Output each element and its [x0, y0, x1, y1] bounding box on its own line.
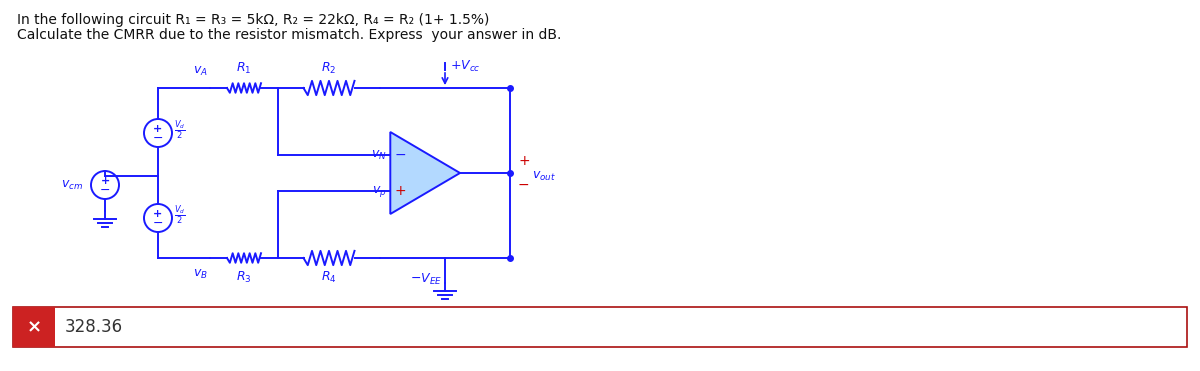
Text: $v_p$: $v_p$: [372, 184, 386, 198]
Text: +: +: [154, 124, 163, 134]
Text: $R_2$: $R_2$: [322, 61, 337, 76]
Text: Calculate the CMRR due to the resistor mismatch. Express  your answer in dB.: Calculate the CMRR due to the resistor m…: [17, 28, 562, 42]
Text: $v_B$: $v_B$: [193, 268, 208, 281]
Text: $v_{cm}$: $v_{cm}$: [61, 178, 83, 191]
FancyBboxPatch shape: [13, 307, 55, 347]
Text: $-V_{EE}$: $-V_{EE}$: [410, 272, 442, 287]
Text: −: −: [152, 131, 163, 144]
Text: −: −: [100, 184, 110, 197]
Text: ×: ×: [26, 318, 42, 336]
FancyBboxPatch shape: [13, 307, 1187, 347]
Text: +: +: [154, 209, 163, 219]
Text: $v_N$: $v_N$: [371, 148, 386, 161]
Polygon shape: [390, 132, 460, 214]
Text: $v_A$: $v_A$: [193, 65, 208, 78]
Text: −: −: [518, 178, 529, 192]
Text: $R_1$: $R_1$: [236, 61, 252, 76]
Text: $R_4$: $R_4$: [322, 270, 337, 285]
Text: In the following circuit R₁ = R₃ = 5kΩ, R₂ = 22kΩ, R₄ = R₂ (1+ 1.5%): In the following circuit R₁ = R₃ = 5kΩ, …: [17, 13, 490, 27]
Text: −: −: [395, 148, 406, 162]
Text: 328.36: 328.36: [65, 318, 124, 336]
Text: +: +: [518, 154, 529, 168]
Text: +: +: [101, 176, 109, 186]
Text: −: −: [152, 217, 163, 230]
Text: $\frac{V_d}{2}$: $\frac{V_d}{2}$: [174, 118, 186, 142]
Text: $\frac{V_d}{2}$: $\frac{V_d}{2}$: [174, 203, 186, 227]
Text: $R_3$: $R_3$: [236, 270, 252, 285]
Text: $v_{out}$: $v_{out}$: [532, 170, 556, 183]
Text: $+V_{cc}$: $+V_{cc}$: [450, 59, 480, 73]
Text: +: +: [395, 184, 406, 198]
